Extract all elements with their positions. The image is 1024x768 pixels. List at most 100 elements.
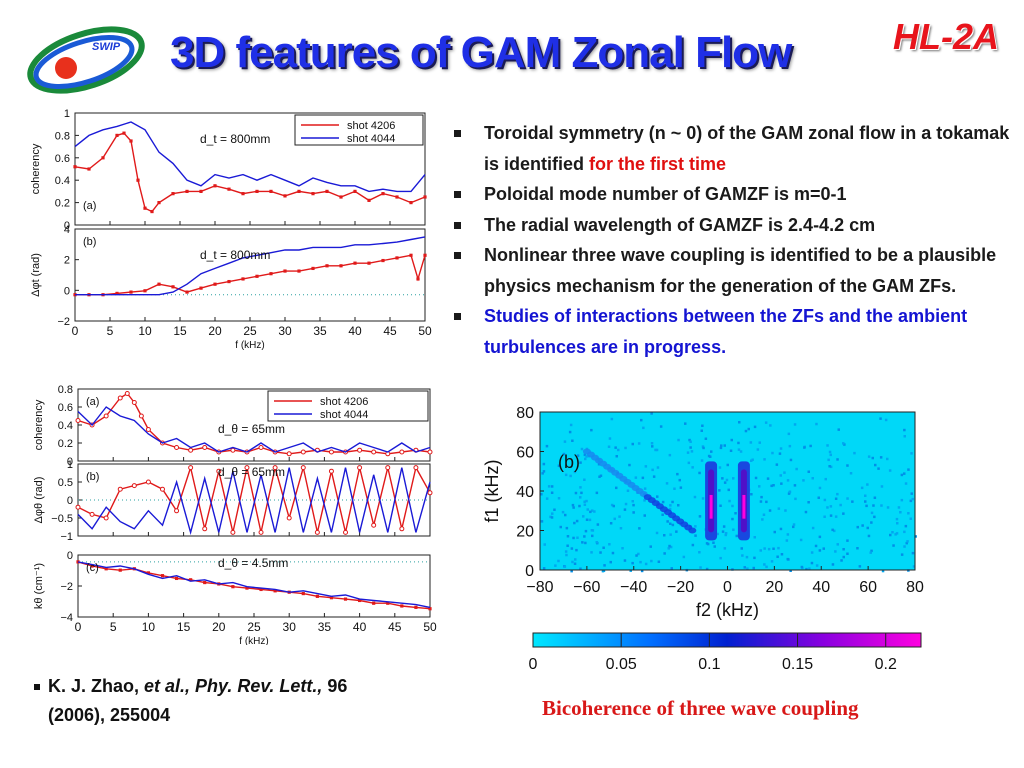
- heatmap-cell: [545, 497, 549, 500]
- heatmap-cell: [747, 427, 750, 431]
- heatmap-cell: [837, 428, 840, 431]
- y-tick-label: 4: [64, 224, 70, 236]
- heatmap-cell: [756, 448, 760, 451]
- data-point: [311, 192, 315, 196]
- heatmap-cell: [691, 466, 694, 469]
- heatmap-cell: [669, 533, 672, 536]
- heatmap-cell: [591, 534, 594, 538]
- heatmap-cell: [557, 497, 561, 500]
- bullet-marker: [454, 252, 461, 259]
- heatmap-cell: [570, 547, 574, 550]
- heatmap-cell: [608, 543, 611, 546]
- findings-list: Toroidal symmetry (n ~ 0) of the GAM zon…: [452, 118, 1012, 362]
- heatmap-cell: [758, 485, 761, 488]
- heatmap-cell: [765, 565, 768, 569]
- heatmap-cell: [827, 458, 830, 462]
- heatmap-cell: [856, 547, 859, 550]
- heatmap-cell: [666, 520, 669, 523]
- heatmap-cell: [745, 555, 749, 559]
- data-point: [146, 571, 150, 575]
- heatmap-cell: [643, 514, 646, 517]
- data-point: [386, 601, 390, 605]
- data-point: [131, 400, 137, 405]
- data-point: [325, 189, 329, 193]
- heatmap-cell: [602, 569, 606, 572]
- y-axis-label: kθ (cm⁻¹): [33, 563, 45, 609]
- x-tick-label: −80: [526, 579, 553, 596]
- heatmap-cell: [903, 530, 906, 534]
- colorbar: [532, 632, 922, 648]
- heatmap-cell: [549, 515, 552, 519]
- heatmap-cell: [673, 487, 676, 490]
- data-point: [131, 483, 137, 489]
- heatmap-cell: [889, 533, 892, 537]
- data-point: [203, 580, 207, 585]
- heatmap-cell: [776, 555, 779, 558]
- chart-panel: −4 −2 0 0 5 10 15 20 25 30 35 40 45 50 f (kHz) kθ (cm⁻¹…: [33, 550, 437, 645]
- data-point: [75, 418, 81, 423]
- logo-text: SWIP: [92, 41, 121, 53]
- data-point: [371, 522, 377, 528]
- heatmap-cell: [904, 482, 908, 485]
- x-tick-label: −40: [620, 579, 647, 596]
- heatmap-cell: [584, 457, 587, 461]
- data-point: [231, 585, 235, 589]
- data-point: [174, 445, 180, 450]
- heatmap-cell: [834, 550, 837, 553]
- heatmap-cell: [880, 485, 884, 488]
- heatmap-cell: [678, 478, 681, 482]
- chart-panel: 0 0.2 0.4 0.6 0.8 coherency (a) d_θ = 65mm shot …: [33, 384, 433, 468]
- heatmap-cell: [694, 534, 697, 537]
- y-tick-label: −2: [60, 581, 73, 593]
- bullet-poloidal-mode: Poloidal mode number of GAMZF is m=0-1: [452, 179, 1012, 210]
- panel-annotation: d_θ = 65mm: [218, 422, 285, 436]
- x-tick-label: −20: [667, 579, 694, 596]
- heatmap-cell: [668, 544, 671, 548]
- heatmap-cell: [787, 492, 791, 495]
- data-point: [174, 576, 179, 581]
- heatmap-cell: [554, 564, 557, 567]
- reference-authors: K. J. Zhao,: [48, 676, 145, 696]
- heatmap-cell: [651, 445, 654, 448]
- data-point: [269, 272, 273, 276]
- data-point: [395, 195, 399, 199]
- heatmap-cell: [741, 554, 744, 557]
- heatmap-cell: [808, 567, 811, 570]
- data-point: [367, 198, 371, 202]
- heatmap-cell: [632, 511, 635, 514]
- heatmap-cell: [880, 504, 883, 507]
- x-tick-label: 20: [208, 324, 222, 338]
- y-axis-label: coherency: [33, 399, 45, 450]
- heatmap-cell: [829, 514, 833, 517]
- heatmap-cell: [836, 458, 839, 461]
- heatmap-cell: [839, 503, 842, 507]
- legend-label: shot 4044: [347, 133, 395, 145]
- series-line: [77, 392, 431, 455]
- heatmap-cell: [684, 422, 687, 425]
- heatmap-cell: [603, 564, 606, 567]
- data-point: [399, 449, 405, 455]
- heatmap-cell: [690, 450, 694, 453]
- data-point: [416, 277, 420, 281]
- heatmap-cell: [877, 467, 880, 470]
- heatmap-cell: [618, 515, 621, 518]
- heatmap-cell: [770, 484, 773, 488]
- heatmap-cell: [568, 430, 572, 434]
- panel-annotation: d_θ = 4.5mm: [218, 556, 288, 570]
- data-point: [409, 201, 413, 205]
- heatmap-cell: [699, 566, 702, 569]
- reference-journal: et al., Phy. Rev. Lett.,: [144, 676, 323, 696]
- data-point: [255, 189, 259, 193]
- heatmap-cell: [904, 524, 908, 528]
- heatmap-cell: [700, 459, 704, 462]
- heatmap-cell: [829, 505, 833, 508]
- data-point: [272, 465, 278, 471]
- data-point: [227, 187, 231, 191]
- bullet-marker: [454, 313, 461, 320]
- y-tick-label: 60: [516, 445, 534, 462]
- data-point: [414, 605, 418, 609]
- heatmap-cell: [746, 567, 749, 570]
- data-point: [358, 598, 362, 603]
- series-line: [77, 406, 431, 453]
- heatmap-cell: [775, 463, 779, 466]
